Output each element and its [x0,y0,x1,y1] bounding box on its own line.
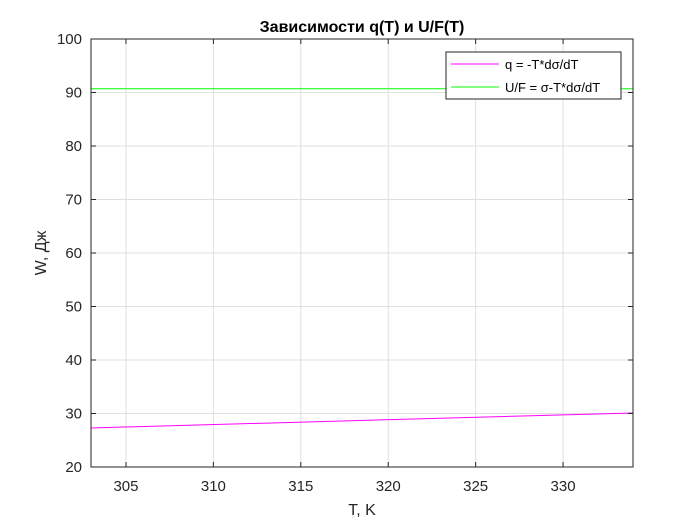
y-tick-label: 40 [65,352,82,369]
chart-title: Зависимости q(T) и U/F(T) [260,19,465,36]
x-tick-label: 310 [201,478,226,495]
series-line-0 [90,412,634,429]
y-tick-label: 70 [65,192,82,209]
y-tick-label: 50 [65,299,82,316]
y-tick-label: 20 [65,459,82,476]
ticks: 305 310 315 320 325 330 20 30 40 50 60 70 80 90 100 [57,31,633,495]
y-axis-label: W, Дж [33,230,50,275]
legend-entry-q: q = -T*dσ/dT [505,57,578,72]
x-axis-label: T, K [348,502,376,519]
legend-entry-uf: U/F = σ-T*dσ/dT [505,80,600,95]
x-tick-label: 325 [463,478,488,495]
legend: q = -T*dσ/dT U/F = σ-T*dσ/dT [445,51,622,100]
y-tick-label: 30 [65,406,82,423]
y-tick-label: 100 [57,31,82,48]
x-tick-label: 320 [376,478,401,495]
y-tick-label: 80 [65,138,82,155]
legend-box [445,51,622,100]
x-tick-label: 315 [288,478,313,495]
y-tick-label: 60 [65,245,82,262]
x-tick-label: 305 [113,478,138,495]
y-tick-label: 90 [65,85,82,102]
x-tick-label: 330 [551,478,576,495]
